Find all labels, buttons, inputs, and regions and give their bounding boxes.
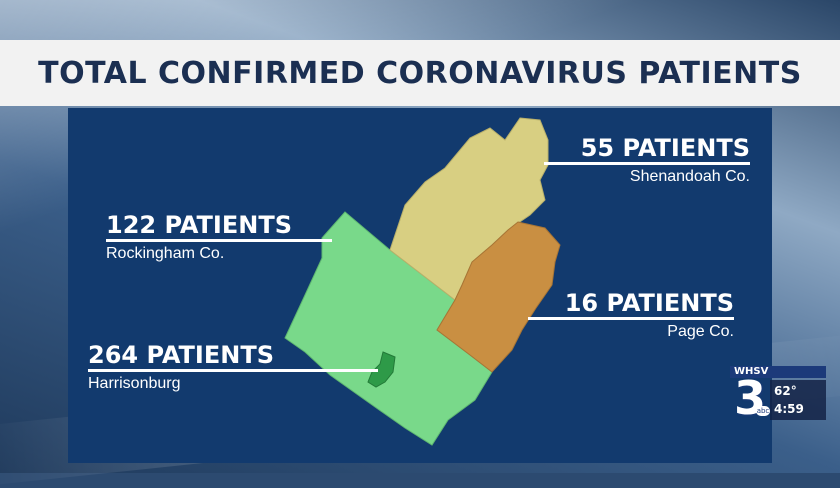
shenandoah-callout: 55 PATIENTS Shenandoah Co. — [560, 134, 750, 187]
rockingham-leader-line — [106, 239, 332, 242]
station-logo: WHSV 3 abc 62° 4:59 — [730, 366, 826, 422]
rockingham-callout: 122 PATIENTS Rockingham Co. — [106, 211, 292, 264]
page-county-label: Page Co. — [667, 323, 734, 340]
page-callout: 16 PATIENTS Page Co. — [544, 289, 734, 342]
rockingham-patient-count: 122 PATIENTS — [106, 211, 292, 239]
network-logo: abc — [756, 406, 770, 416]
rockingham-county-label: Rockingham Co. — [106, 245, 225, 262]
harrisonburg-leader-line — [88, 369, 378, 372]
county-map — [284, 117, 561, 446]
temperature-readout: 62° — [774, 384, 797, 398]
station-call-sign: WHSV — [730, 366, 826, 378]
page-county-region — [436, 221, 561, 373]
time-readout: 4:59 — [774, 402, 804, 416]
title-bar: TOTAL CONFIRMED CORONAVIRUS PATIENTS — [0, 40, 840, 106]
harrisonburg-callout: 264 PATIENTS Harrisonburg — [88, 341, 274, 394]
shenandoah-leader-line — [544, 162, 750, 165]
page-title: TOTAL CONFIRMED CORONAVIRUS PATIENTS — [38, 55, 802, 91]
harrisonburg-label: Harrisonburg — [88, 375, 181, 392]
weather-time-box: 62° 4:59 — [770, 380, 826, 420]
harrisonburg-patient-count: 264 PATIENTS — [88, 341, 274, 369]
shenandoah-patient-count: 55 PATIENTS — [580, 134, 750, 162]
harrisonburg-region — [367, 351, 396, 388]
page-leader-line — [528, 317, 734, 320]
shenandoah-county-label: Shenandoah Co. — [629, 168, 750, 185]
page-patient-count: 16 PATIENTS — [564, 289, 734, 317]
